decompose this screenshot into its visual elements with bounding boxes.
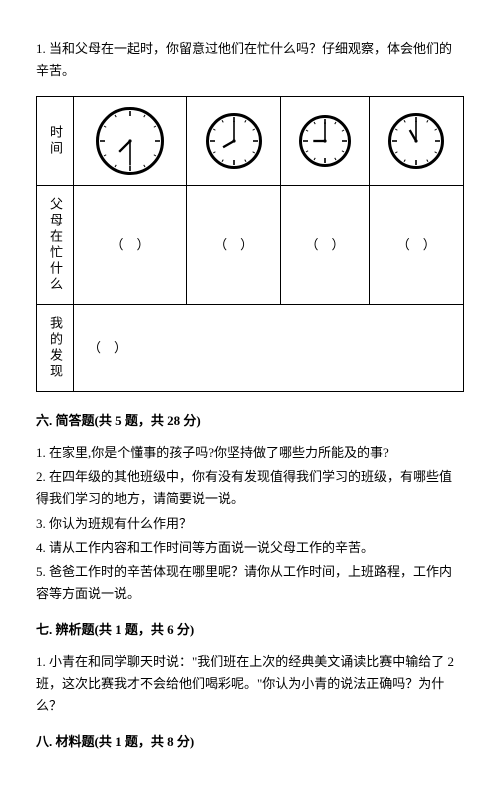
- row-time: 时间: [37, 97, 464, 186]
- clock-cell-1: [186, 97, 280, 186]
- clock-icon: [206, 113, 262, 169]
- q1-text: 当和父母在一起时，你留意过他们在忙什么吗？仔细观察，体会他们的辛苦。: [36, 41, 452, 78]
- clock-icon: [96, 107, 164, 175]
- blank-cell-3[interactable]: （ ）: [369, 186, 463, 305]
- section7-title: 七. 辨析题(共 1 题，共 6 分): [36, 619, 464, 641]
- s6-item-3: 3. 你认为班规有什么作用？: [36, 513, 464, 535]
- q1-number: 1.: [36, 41, 46, 56]
- section8-title: 八. 材料题(共 1 题，共 8 分): [36, 731, 464, 753]
- clock-icon: [299, 115, 351, 167]
- section6-title: 六. 简答题(共 5 题，共 28 分): [36, 410, 464, 432]
- clock-cell-3: [369, 97, 463, 186]
- row-label-busy: 父母在忙什么: [37, 186, 74, 305]
- q1-prompt: 1. 当和父母在一起时，你留意过他们在忙什么吗？仔细观察，体会他们的辛苦。: [36, 38, 464, 82]
- s6-item-5: 5. 爸爸工作时的辛苦体现在哪里呢？请你从工作时间，上班路程，工作内容等方面说一…: [36, 561, 464, 605]
- observation-table: 时间 父母在忙什么 （ ） （ ） （ ） （ ） 我的发现 （ ）: [36, 96, 464, 392]
- blank-cell-2[interactable]: （ ）: [281, 186, 369, 305]
- row-busy: 父母在忙什么 （ ） （ ） （ ） （ ）: [37, 186, 464, 305]
- s6-item-2: 2. 在四年级的其他班级中，你有没有发现值得我们学习的班级，有哪些值得我们学习的…: [36, 466, 464, 510]
- clock-icon: [388, 113, 444, 169]
- finding-cell[interactable]: （ ）: [74, 305, 464, 392]
- row-label-time: 时间: [37, 97, 74, 186]
- blank-cell-1[interactable]: （ ）: [186, 186, 280, 305]
- row-finding: 我的发现 （ ）: [37, 305, 464, 392]
- section6-items: 1. 在家里,你是个懂事的孩子吗?你坚持做了哪些力所能及的事? 2. 在四年级的…: [36, 442, 464, 605]
- section7-item: 1. 小青在和同学聊天时说："我们班在上次的经典美文诵读比赛中输给了 2 班，这…: [36, 651, 464, 717]
- clock-cell-2: [281, 97, 369, 186]
- clock-cell-0: [74, 97, 187, 186]
- s6-item-1: 1. 在家里,你是个懂事的孩子吗?你坚持做了哪些力所能及的事?: [36, 442, 464, 464]
- row-label-finding: 我的发现: [37, 305, 74, 392]
- blank-cell-0[interactable]: （ ）: [74, 186, 187, 305]
- s6-item-4: 4. 请从工作内容和工作时间等方面说一说父母工作的辛苦。: [36, 537, 464, 559]
